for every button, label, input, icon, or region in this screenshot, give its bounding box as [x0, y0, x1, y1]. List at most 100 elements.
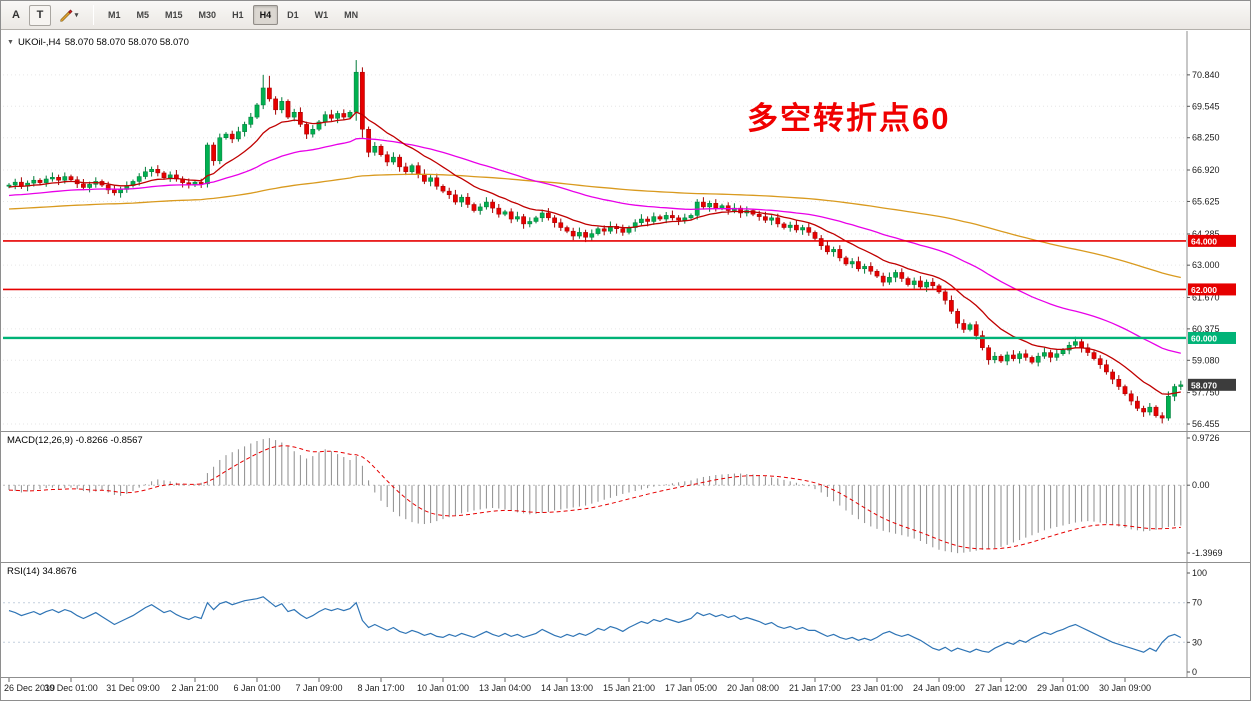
candle-body — [43, 178, 49, 183]
price-axis-tick-label: 69.545 — [1192, 101, 1220, 111]
candle-body — [595, 228, 601, 234]
time-axis-label: 29 Jan 01:00 — [1037, 683, 1089, 693]
time-axis-label: 13 Jan 04:00 — [479, 683, 531, 693]
candle-body — [347, 111, 353, 118]
candle-body — [539, 212, 545, 219]
candle-body — [161, 172, 167, 179]
candle-body — [986, 347, 991, 361]
candle-body — [663, 215, 669, 220]
candle-body — [1023, 353, 1029, 358]
candle-body — [360, 71, 365, 130]
candle-body — [651, 216, 657, 222]
time-axis-label: 30 Jan 09:00 — [1099, 683, 1151, 693]
candle-body — [688, 215, 694, 219]
candle-body — [800, 227, 805, 231]
price-axis[interactable] — [1187, 31, 1250, 678]
timeframe-mn-button[interactable]: MN — [337, 5, 365, 25]
level-price-label-box — [1188, 283, 1236, 296]
time-axis-label: 6 Jan 01:00 — [233, 683, 280, 693]
candle-body — [521, 216, 526, 225]
candle-body — [484, 201, 489, 208]
candle-body — [843, 257, 849, 265]
current-price-label-text: 58.070 — [1191, 380, 1217, 390]
candle-body — [87, 184, 92, 188]
candle-body — [62, 176, 68, 181]
timeframe-m1-button[interactable]: M1 — [101, 5, 128, 25]
candle-body — [236, 131, 241, 140]
candle-body — [496, 207, 502, 215]
timeframe-m30-button[interactable]: M30 — [192, 5, 224, 25]
candle-body — [837, 249, 843, 259]
level-price-label-box — [1188, 234, 1236, 247]
candle-body — [1135, 400, 1140, 409]
candle-body — [1172, 386, 1177, 397]
candle-body — [1048, 352, 1053, 358]
candle-body — [273, 98, 278, 111]
candle-body — [260, 87, 266, 106]
timeframe-m15-button[interactable]: M15 — [158, 5, 190, 25]
candle-body — [105, 184, 111, 191]
candle-body — [961, 323, 967, 330]
candle-body — [167, 174, 173, 179]
current-price-label-box — [1188, 378, 1236, 391]
candle-body — [955, 311, 960, 324]
candle-body — [310, 128, 316, 135]
toolbar-separator — [93, 5, 94, 25]
price-chart-plot[interactable] — [1, 31, 1187, 431]
crayon-icon — [60, 9, 73, 22]
candle-body — [1141, 408, 1146, 413]
candle-body — [279, 101, 285, 111]
price-axis-tick-label: 56.455 — [1192, 419, 1220, 429]
candle-body — [620, 228, 626, 233]
candle-body — [701, 201, 706, 208]
price-axis-tick-label: 66.920 — [1192, 165, 1220, 175]
rsi-line — [8, 596, 1182, 653]
quote-ohlc-values: 58.070 58.070 58.070 58.070 — [64, 37, 189, 48]
candle-body — [763, 216, 768, 221]
collapse-arrow-icon[interactable]: ▼ — [7, 39, 14, 46]
candle-body — [849, 261, 855, 265]
rsi-pane-plot[interactable] — [1, 563, 1187, 677]
text-tool-button[interactable]: T — [29, 4, 51, 26]
timeframe-m5-button[interactable]: M5 — [130, 5, 157, 25]
ma-fast-line — [8, 111, 1181, 395]
candle-body — [304, 124, 309, 135]
timeframe-h1-button[interactable]: H1 — [225, 5, 251, 25]
time-axis-label: 23 Jan 01:00 — [851, 683, 903, 693]
time-axis[interactable] — [1, 678, 1187, 700]
candle-body — [1073, 341, 1078, 346]
ma-slow-line — [8, 173, 1181, 279]
candle-body — [397, 156, 402, 168]
macd-signal-line — [8, 445, 1181, 550]
time-axis-label: 7 Jan 09:00 — [295, 683, 342, 693]
candle-body — [490, 201, 495, 209]
candle-body — [6, 184, 12, 187]
arrow-text-tool-button[interactable]: A — [5, 5, 27, 26]
crayon-tool-button[interactable]: ▾ — [53, 5, 85, 26]
candle-body — [143, 171, 148, 177]
candle-body — [546, 212, 551, 219]
timeframe-d1-button[interactable]: D1 — [280, 5, 306, 25]
level-price-label-text: 60.000 — [1191, 333, 1217, 343]
candle-body — [248, 116, 254, 125]
candle-body — [136, 176, 142, 182]
candle-body — [657, 216, 663, 220]
candle-body — [50, 177, 55, 180]
candle-body — [967, 324, 973, 330]
price-axis-tick-label: 64.285 — [1192, 229, 1220, 239]
candle-body — [56, 177, 61, 181]
candle-body — [1035, 355, 1041, 363]
chart-annotation[interactable]: 多空转折点60 — [747, 101, 951, 136]
rsi-label: RSI(14) 34.8676 — [7, 566, 77, 577]
candle-body — [570, 230, 576, 237]
candle-body — [211, 144, 216, 162]
candle-body — [980, 335, 985, 348]
candle-body — [335, 113, 340, 119]
macd-pane-plot[interactable] — [1, 432, 1187, 562]
candle-body — [564, 227, 570, 232]
candle-body — [155, 169, 161, 174]
timeframe-w1-button[interactable]: W1 — [308, 5, 336, 25]
price-axis-tick-label: 65.625 — [1192, 196, 1220, 206]
timeframe-h4-button[interactable]: H4 — [252, 5, 279, 25]
candle-body — [756, 213, 762, 217]
